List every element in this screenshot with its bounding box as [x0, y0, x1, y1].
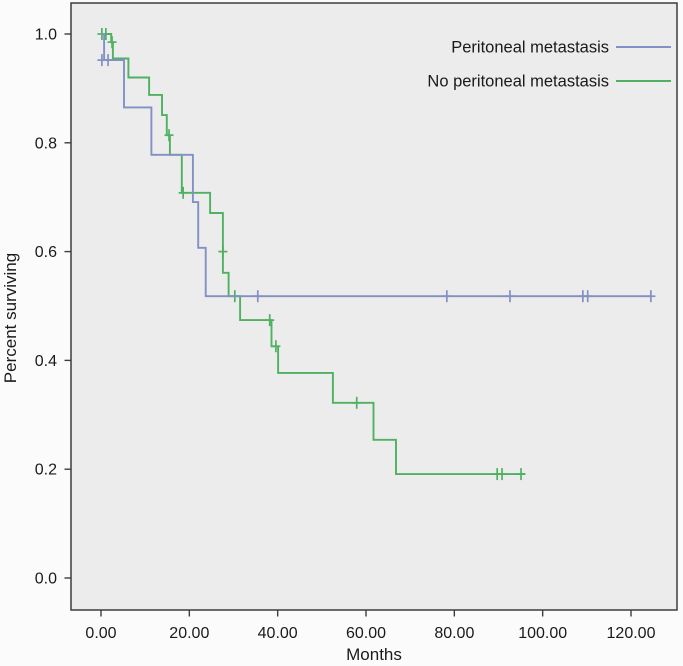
- censor-mark-peritoneal-metastasis: [253, 290, 263, 303]
- censor-mark-peritoneal-metastasis: [505, 290, 515, 303]
- x-tick-label: 80.00: [434, 625, 474, 642]
- y-tick-label: 0.6: [35, 244, 57, 261]
- x-tick-label: 60.00: [346, 625, 386, 642]
- censor-mark-no-peritoneal-metastasis: [178, 186, 188, 199]
- legend-item-no-peritoneal-metastasis: No peritoneal metastasis: [427, 73, 671, 91]
- x-axis-title: Months: [346, 645, 402, 664]
- legend-item-peritoneal-metastasis: Peritoneal metastasis: [451, 39, 671, 57]
- legend-label: No peritoneal metastasis: [427, 73, 609, 91]
- x-tick-label: 40.00: [258, 625, 298, 642]
- x-tick-label: 100.00: [518, 625, 567, 642]
- censor-mark-no-peritoneal-metastasis: [218, 245, 228, 258]
- y-tick-label: 0.0: [35, 571, 57, 588]
- y-tick-label: 0.4: [35, 353, 57, 370]
- censor-mark-peritoneal-metastasis: [103, 54, 113, 67]
- x-tick-label: 120.00: [607, 625, 656, 642]
- x-tick-label: 0.00: [85, 625, 116, 642]
- censor-mark-no-peritoneal-metastasis: [164, 129, 174, 142]
- y-tick-label: 0.8: [35, 135, 57, 152]
- censor-mark-peritoneal-metastasis: [583, 290, 593, 303]
- y-tick-label: 0.2: [35, 462, 57, 479]
- censor-mark-peritoneal-metastasis: [646, 290, 656, 303]
- censor-mark-no-peritoneal-metastasis: [516, 468, 526, 481]
- y-axis-title: Percent surviving: [1, 253, 20, 383]
- censor-mark-no-peritoneal-metastasis: [271, 340, 281, 353]
- censor-mark-no-peritoneal-metastasis: [107, 36, 117, 49]
- x-tick-label: 20.00: [169, 625, 209, 642]
- y-tick-label: 1.0: [35, 27, 57, 44]
- censor-mark-no-peritoneal-metastasis: [497, 468, 507, 481]
- legend-label: Peritoneal metastasis: [451, 39, 609, 57]
- series-line-no-peritoneal-metastasis: [101, 33, 525, 476]
- censor-mark-no-peritoneal-metastasis: [352, 396, 362, 409]
- censor-mark-no-peritoneal-metastasis: [265, 314, 275, 327]
- censor-mark-peritoneal-metastasis: [442, 290, 452, 303]
- plot-area: [70, 2, 678, 611]
